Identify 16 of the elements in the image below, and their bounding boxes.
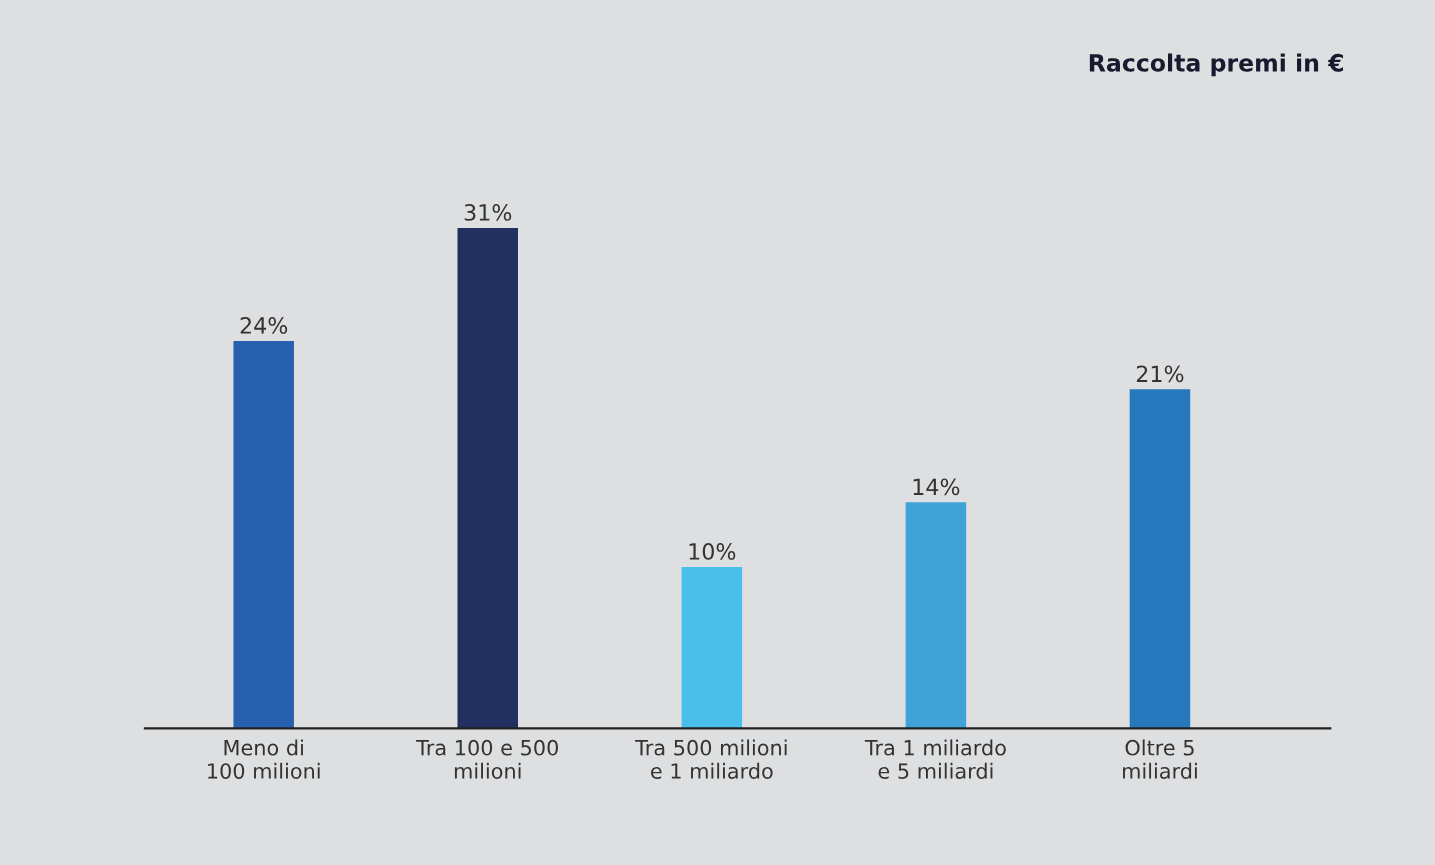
bar [233,340,294,729]
bar [1129,389,1191,729]
data-label: 24% [240,317,288,334]
x-tick-label: Meno di 100 milioni [208,739,320,779]
bar [457,227,519,729]
chart-title: Raccolta premi in € [1089,53,1344,77]
x-tick-label: Tra 1 miliardo e 5 miliardi [864,739,1006,779]
x-tick-label: Oltre 5 miliardi [1123,739,1197,779]
bar [681,566,743,729]
data-label: 10% [689,543,736,560]
x-tick-label: Tra 100 e 500 milioni [416,739,558,779]
x-tick-label: Tra 500 milioni e 1 miliardo [635,739,787,779]
data-label: 31% [464,204,512,221]
bar [905,502,967,729]
data-label: 21% [1136,365,1184,383]
data-label: 14% [913,478,960,496]
